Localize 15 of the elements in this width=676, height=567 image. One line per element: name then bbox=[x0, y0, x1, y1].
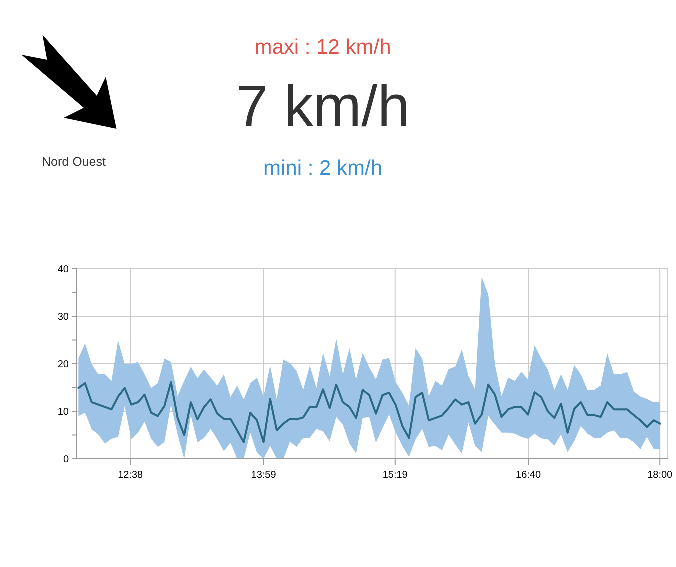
x-tick-label: 15:19 bbox=[382, 470, 408, 481]
x-tick-label: 12:38 bbox=[118, 470, 144, 481]
y-tick-label: 10 bbox=[58, 407, 70, 418]
text: 7 km/h bbox=[236, 74, 410, 139]
y-tick-label: 20 bbox=[58, 360, 70, 370]
text: maxi : 12 km/h bbox=[254, 36, 392, 59]
x-tick-label: 13:59 bbox=[251, 470, 277, 481]
x-tick-label: 16:40 bbox=[516, 470, 542, 481]
x-tick-label: 18:00 bbox=[648, 470, 674, 481]
y-tick-label: 40 bbox=[58, 264, 70, 276]
line-series bbox=[78, 382, 662, 444]
y-tick-label: 0 bbox=[63, 454, 70, 466]
text: Nord Ouest bbox=[42, 155, 106, 169]
y-tick-label: 30 bbox=[58, 312, 70, 323]
text: mini : 2 km/h bbox=[263, 157, 383, 180]
